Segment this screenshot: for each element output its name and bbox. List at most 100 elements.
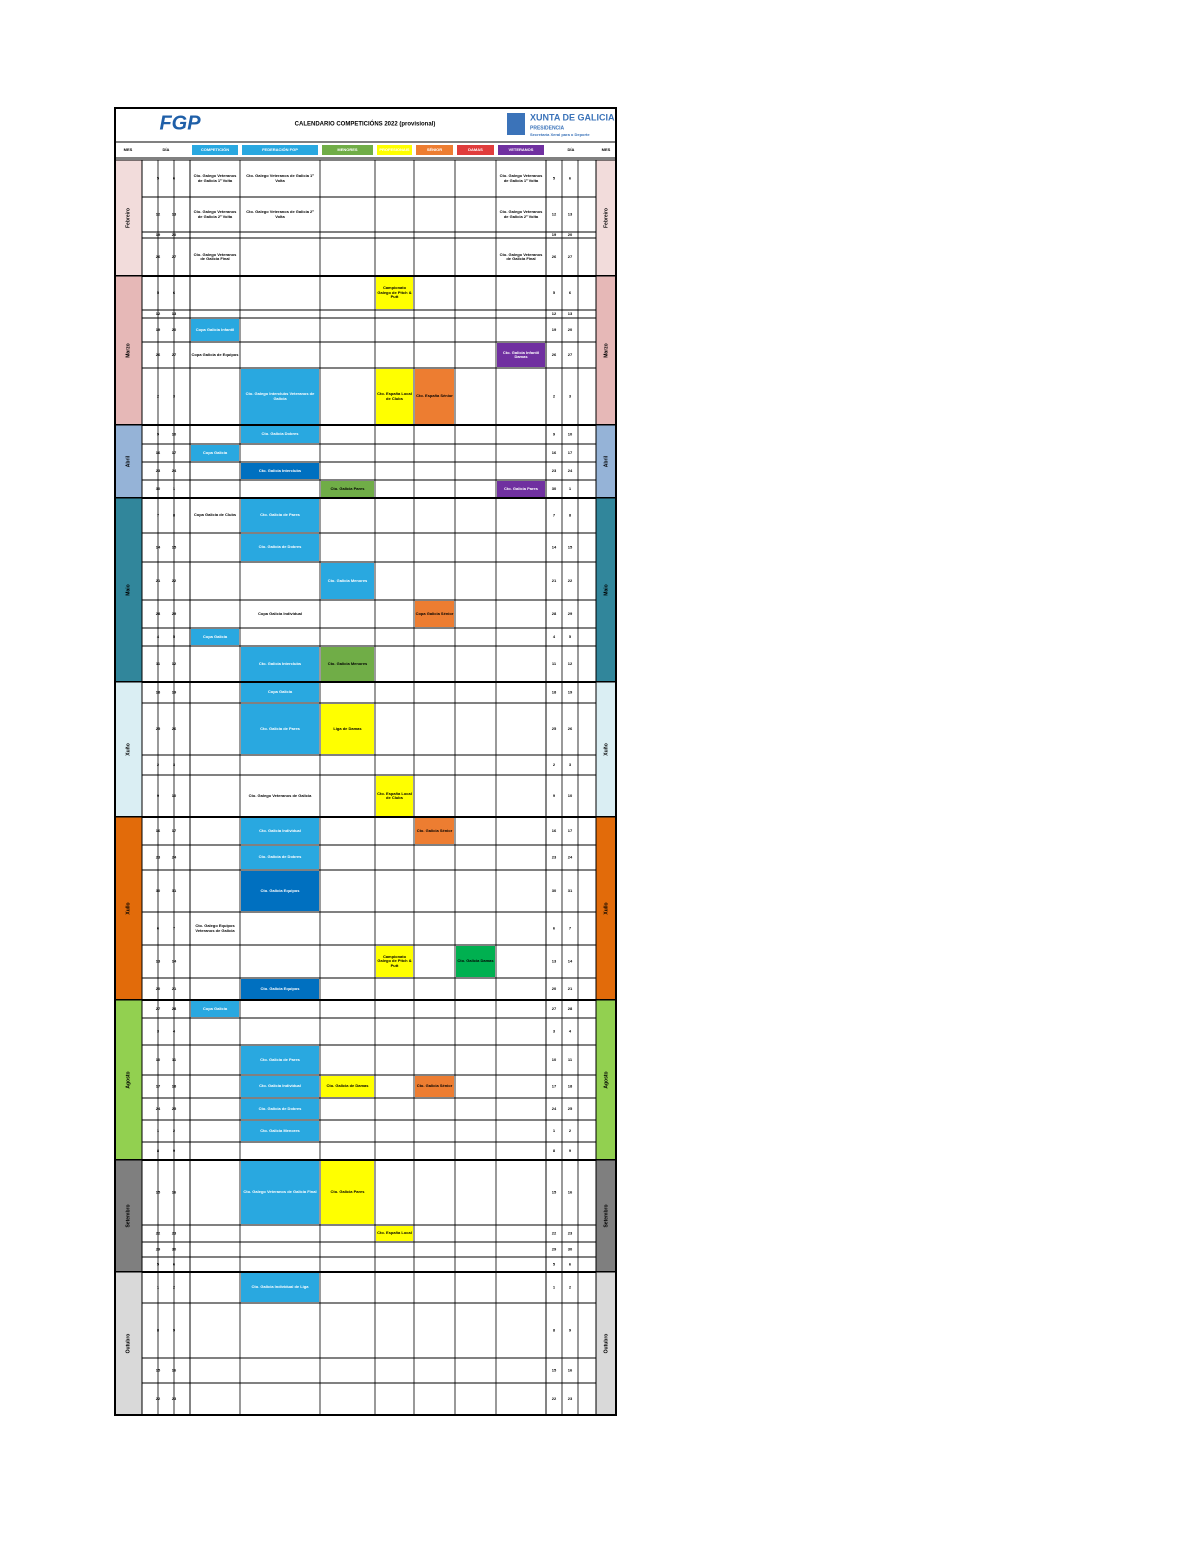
- event: Cto. Galicia de Pares: [260, 725, 300, 731]
- month-name: Xuño: [125, 743, 131, 756]
- day: 17: [568, 450, 573, 455]
- day: 23: [568, 1231, 573, 1236]
- day: 3: [173, 394, 176, 399]
- row: [141, 1256, 597, 1273]
- day: 19: [568, 690, 573, 695]
- event-box: Cto. Galicia Sénior: [417, 828, 453, 832]
- month-name: Abril: [603, 455, 609, 467]
- day: 13: [156, 959, 161, 964]
- day: 21: [156, 578, 161, 583]
- event-box: Cto. Galicia Pares: [504, 486, 538, 490]
- event-cell: [241, 818, 319, 844]
- day: 28: [172, 1006, 177, 1011]
- day: 20: [172, 327, 177, 332]
- col-head-cell: [416, 145, 453, 155]
- day: 27: [568, 254, 573, 259]
- event-box: Cto. Galego Veteranos de Galicia: [249, 793, 312, 797]
- event: Cto. España Local de Clubs: [377, 391, 412, 401]
- day: 22: [156, 1231, 161, 1236]
- col-head-text: COMPETICIÓN: [201, 147, 229, 152]
- day: 10: [568, 793, 573, 798]
- row: [141, 424, 597, 445]
- day: 27: [568, 352, 573, 357]
- event: Campionato Galego de Pitch & Putt: [377, 953, 412, 968]
- event-box: Cto. España Sénior: [416, 394, 453, 398]
- event-box: Campionato Galego de Pitch & Putt: [377, 953, 412, 968]
- event: Cto. Galicia de Dobres: [258, 1105, 302, 1111]
- month-name: Abril: [125, 455, 131, 467]
- day: 6: [569, 176, 572, 181]
- event-box: Cto. Galego Veteranos de Galicia 2ª Volt…: [194, 209, 237, 218]
- event: Copa Galicia Sénior: [415, 610, 454, 616]
- col-head-cell: [192, 145, 238, 155]
- day: 2: [553, 394, 556, 399]
- event: Cto. Galego Veteranos de Galicia Final: [193, 251, 237, 261]
- day: 22: [568, 578, 573, 583]
- day: 29: [172, 611, 177, 616]
- row: [141, 1357, 597, 1384]
- row: [141, 1044, 597, 1076]
- event-cell: [376, 776, 413, 816]
- day: 27: [156, 1006, 161, 1011]
- day: 11: [156, 661, 161, 666]
- month-band: [114, 275, 143, 426]
- event-box: Cto. España Local de Clubs: [377, 791, 412, 800]
- header-box: [114, 107, 617, 143]
- day: 5: [553, 1262, 556, 1267]
- day: 21: [552, 578, 557, 583]
- row: [141, 1241, 597, 1258]
- event-cell: [456, 946, 495, 977]
- day: 2: [553, 762, 556, 767]
- day: 23: [156, 855, 161, 860]
- day: 5: [157, 290, 160, 295]
- day: 1: [173, 486, 176, 491]
- event-cell: [415, 369, 454, 424]
- day: 26: [156, 254, 161, 259]
- day: 13: [568, 212, 573, 217]
- day: 27: [172, 352, 177, 357]
- day: 10: [172, 793, 177, 798]
- day: 31: [172, 888, 177, 893]
- event: Cto. Galicia de Pares: [260, 512, 300, 518]
- event-box: Cto. Galicia de Dobres: [259, 855, 302, 859]
- event-cell: [191, 445, 239, 461]
- day: 15: [156, 1190, 161, 1195]
- day: 15: [552, 1368, 557, 1373]
- day: 8: [173, 513, 176, 518]
- day: 29: [156, 1247, 161, 1252]
- day: 16: [552, 828, 557, 833]
- event-box: Copa Galicia: [203, 1006, 227, 1010]
- day: 21: [568, 986, 573, 991]
- day: 16: [172, 1368, 177, 1373]
- day: 20: [172, 232, 177, 237]
- day: 24: [568, 855, 573, 860]
- row: [141, 367, 597, 426]
- day: 10: [156, 1057, 161, 1062]
- event-cell: [191, 319, 239, 341]
- event: Cto. Galicia Pares: [330, 485, 365, 491]
- day: 12: [552, 311, 557, 316]
- event-cell: [241, 1046, 319, 1074]
- col-head-cell: [322, 145, 373, 155]
- event-cell: [241, 369, 319, 424]
- event: Cto. Galego Veteranos de Galicia 1ª Volt…: [499, 173, 543, 183]
- day: 17: [156, 1084, 161, 1089]
- day: 23: [552, 468, 557, 473]
- day: 26: [172, 726, 177, 731]
- day: 18: [552, 690, 557, 695]
- day: 23: [172, 1231, 177, 1236]
- day: 15: [568, 545, 573, 550]
- day: 14: [156, 545, 161, 550]
- days-head: DÍA: [568, 147, 575, 152]
- event-box: Cto. Galego Veteranos de Galicia Final: [243, 1190, 316, 1194]
- day: 20: [552, 986, 557, 991]
- event-box: Cto. Galego Veteranos de Galicia Final: [500, 252, 543, 261]
- day: 25: [156, 726, 161, 731]
- day: 6: [569, 290, 572, 295]
- month-name: Febreiro: [125, 208, 131, 228]
- month-head: MES: [124, 147, 133, 152]
- event: Cto. Galicia Menores: [327, 660, 368, 666]
- day: 5: [157, 176, 160, 181]
- row: [141, 599, 597, 629]
- event-box: Cto. Galicia Individual: [259, 828, 301, 832]
